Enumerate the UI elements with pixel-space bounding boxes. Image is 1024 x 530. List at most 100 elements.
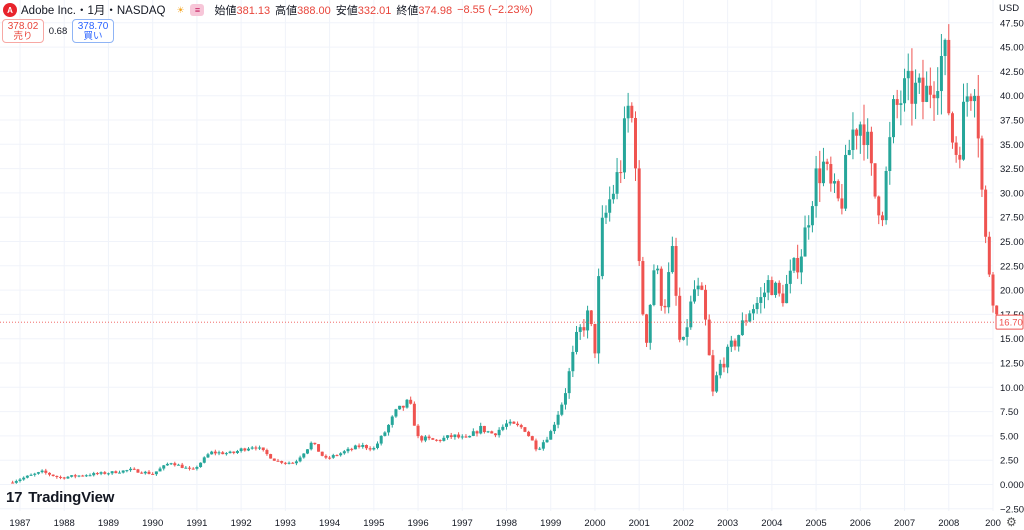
candle-body (47, 472, 51, 475)
candle-body (59, 476, 63, 478)
sell-price: 378.02 (7, 21, 39, 32)
candle-body (821, 161, 825, 184)
x-tick-label: 1999 (540, 518, 561, 529)
candle-body (390, 416, 394, 425)
tradingview-logo[interactable]: 17 TradingView (6, 489, 114, 506)
candle-body (722, 363, 726, 368)
candle-body (855, 129, 859, 136)
candle-body (593, 323, 597, 354)
candle-body (320, 451, 324, 456)
candle-body (151, 473, 155, 475)
candle-body (939, 55, 943, 92)
candle-body (707, 319, 711, 356)
candle-body (880, 215, 884, 221)
candle-body (339, 453, 343, 456)
sell-button[interactable]: 378.02 売り (2, 19, 44, 43)
candle-body (715, 375, 719, 392)
candle-body (733, 340, 737, 347)
symbol-title[interactable]: Adobe Inc.・1月・NASDAQ (21, 5, 166, 17)
candle-body (663, 305, 667, 308)
x-tick-label: 1988 (54, 518, 75, 529)
candle-body (545, 439, 549, 443)
candle-body (423, 436, 427, 441)
candle-body (807, 225, 811, 228)
candle-body (840, 198, 844, 209)
y-tick-label: 32.50 (1000, 164, 1024, 175)
candle-body (431, 438, 435, 440)
candle-body (243, 448, 247, 451)
candle-body (552, 424, 556, 432)
gear-icon[interactable]: ⚙ (1006, 515, 1017, 529)
bars-icon[interactable]: ≡ (190, 4, 205, 16)
candle-body (173, 463, 177, 466)
candle-body (493, 433, 497, 436)
candle-body (210, 451, 214, 455)
candle-body (751, 309, 755, 314)
candle-body (136, 469, 140, 473)
x-tick-label: 2002 (673, 518, 694, 529)
candle-body (670, 246, 674, 273)
x-tick-label: 1996 (407, 518, 428, 529)
candle-body (958, 154, 962, 160)
brand-name: TradingView (28, 489, 115, 506)
y-tick-label: 2.50 (1000, 456, 1019, 467)
candle-body (298, 457, 302, 462)
candle-body (305, 449, 309, 454)
candle-body (176, 464, 180, 466)
candle-body (449, 435, 453, 438)
candle-body (866, 131, 870, 146)
candle-body (928, 85, 932, 95)
candle-body (486, 431, 490, 433)
candle-body (191, 468, 195, 470)
candle-body (637, 168, 641, 262)
x-tick-label: 2000 (584, 518, 605, 529)
high-value: 高値388.00 (275, 5, 331, 17)
candle-body (446, 435, 450, 438)
trade-panel: 378.02 売り 0.68 378.70 買い (2, 19, 114, 43)
candle-body (140, 472, 144, 474)
candle-body (199, 462, 203, 468)
candle-body (195, 467, 199, 469)
candle-body (648, 304, 652, 343)
x-tick-label: 2004 (761, 518, 782, 529)
currency-label: USD (999, 3, 1019, 14)
candle-body (825, 161, 829, 165)
candle-body (954, 142, 958, 155)
candle-body (980, 138, 984, 190)
candle-body (269, 454, 273, 459)
sun-icon[interactable]: ☀ (176, 4, 185, 15)
candle-body (471, 431, 475, 436)
x-tick-label: 2006 (850, 518, 871, 529)
x-tick-label: 1995 (363, 518, 384, 529)
candle-body (597, 276, 601, 354)
candle-body (361, 445, 365, 447)
candle-body (556, 414, 560, 425)
candle-body (106, 473, 110, 475)
candle-body (844, 154, 848, 209)
y-tick-label: 42.50 (1000, 67, 1024, 78)
candle-body (239, 448, 243, 452)
candle-body (482, 425, 486, 433)
candle-body (527, 431, 531, 437)
candle-body (512, 421, 516, 424)
candle-body (700, 285, 704, 290)
buy-button[interactable]: 378.70 買い (72, 19, 114, 43)
candle-body (501, 426, 505, 430)
candle-body (250, 447, 254, 449)
candle-body (438, 439, 442, 441)
candle-body (350, 448, 354, 450)
candle-body (457, 434, 461, 438)
candle-body (984, 189, 988, 237)
candle-body (563, 393, 567, 405)
candle-body (818, 168, 822, 184)
y-tick-label: 30.00 (1000, 188, 1024, 199)
candle-body (541, 442, 545, 449)
candle-body (294, 461, 298, 464)
candle-body (188, 467, 192, 469)
candle-body (973, 95, 977, 102)
candle-body (84, 475, 88, 477)
candle-body (659, 268, 663, 306)
y-tick-label: 22.50 (1000, 261, 1024, 272)
x-tick-label: 1990 (142, 518, 163, 529)
candle-body (121, 470, 125, 473)
